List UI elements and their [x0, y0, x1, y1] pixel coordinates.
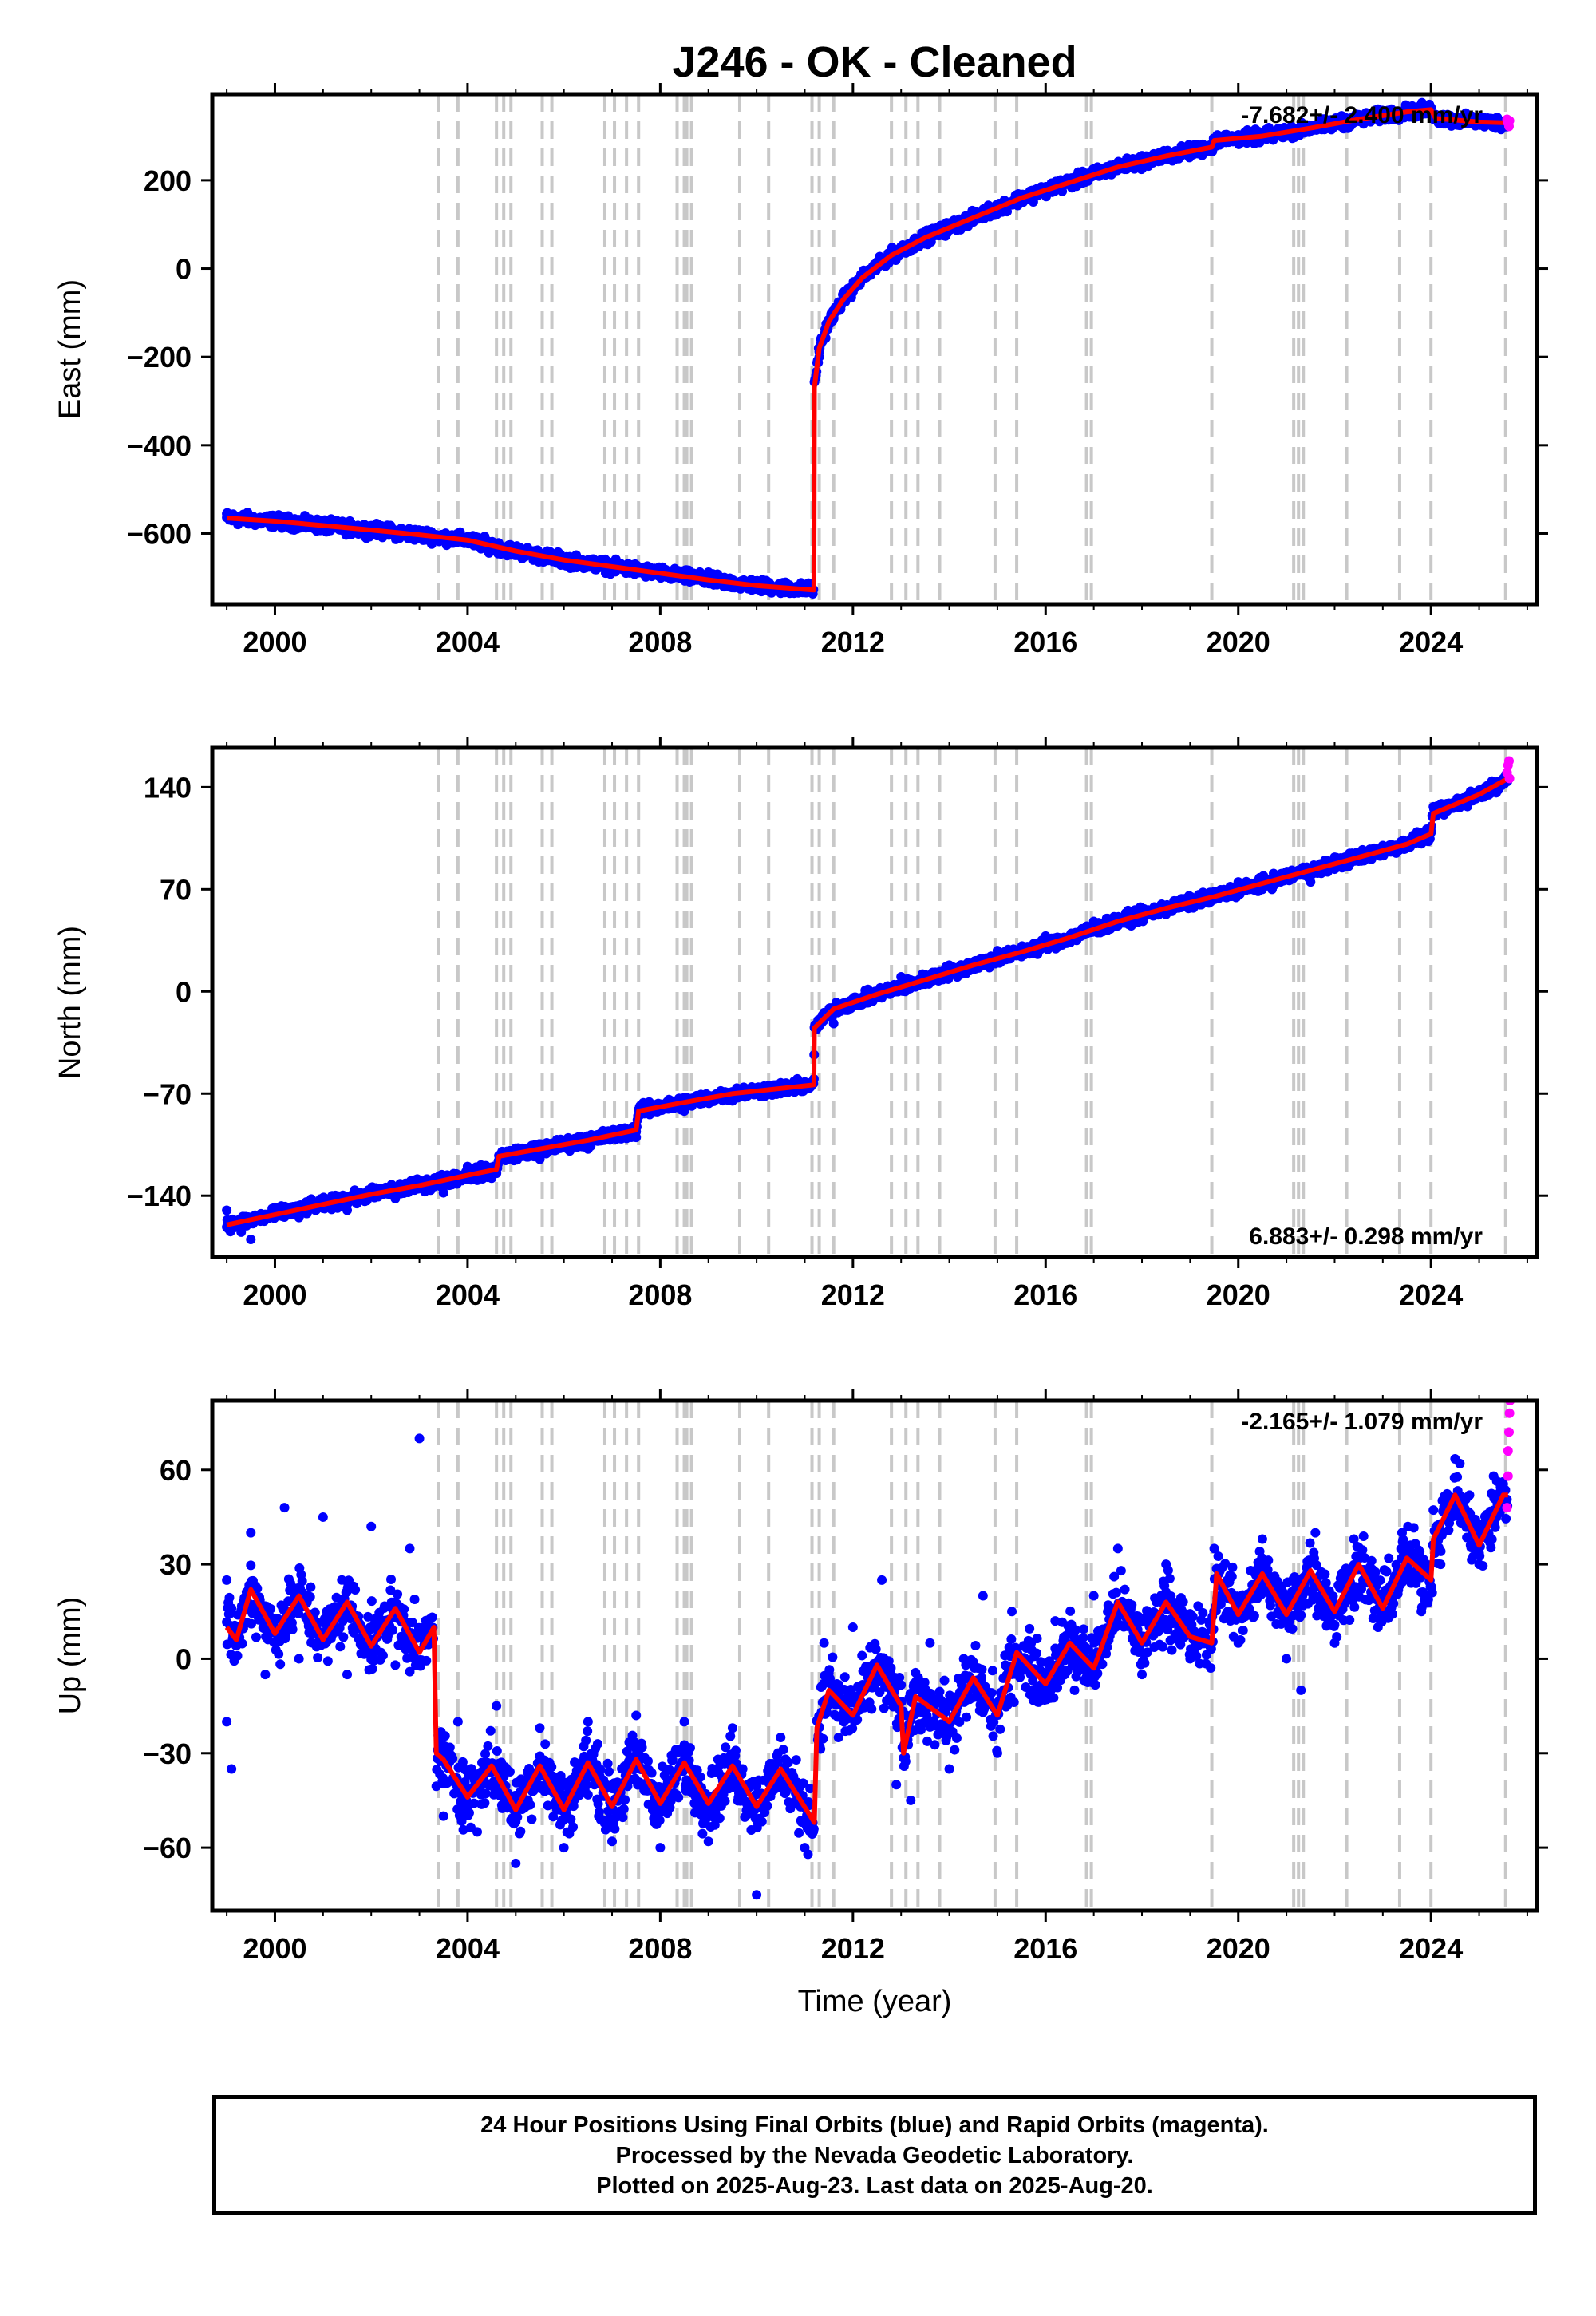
east-panel: 2000 2004 2008 2012 2016 2020 2024−600−400−200… [53, 83, 1548, 658]
y-tick-label: −600 [127, 517, 192, 550]
x-tick-label: 2008 [628, 626, 692, 658]
x-tick-label: 2024 [1399, 626, 1463, 658]
x-tick-label: 2012 [821, 626, 885, 658]
plot-area [222, 94, 1515, 604]
chart-title: J246 - OK - Cleaned [672, 38, 1077, 86]
x-tick-label: 2004 [436, 626, 500, 658]
model-line [226, 107, 1508, 593]
x-tick-label: 2000 [243, 626, 306, 658]
y-axis-label: East (mm) [53, 279, 87, 419]
rapid-point [1504, 116, 1515, 126]
y-tick-label: −400 [127, 429, 192, 462]
y-tick-label: −200 [127, 341, 192, 373]
y-tick-label: 0 [176, 253, 192, 286]
x-tick-label: 2016 [1013, 626, 1077, 658]
y-tick-label: 200 [144, 164, 192, 197]
plot-frame [210, 92, 1539, 607]
north-panel: 2000 2004 2008 2012 2016 2020 2024−140−7007014… [53, 737, 1548, 1311]
rate-label: -7.682+/- 2.400 mm/yr [1241, 102, 1483, 128]
plot-area [222, 748, 1515, 1257]
x-tick-label: 2020 [1207, 626, 1270, 658]
